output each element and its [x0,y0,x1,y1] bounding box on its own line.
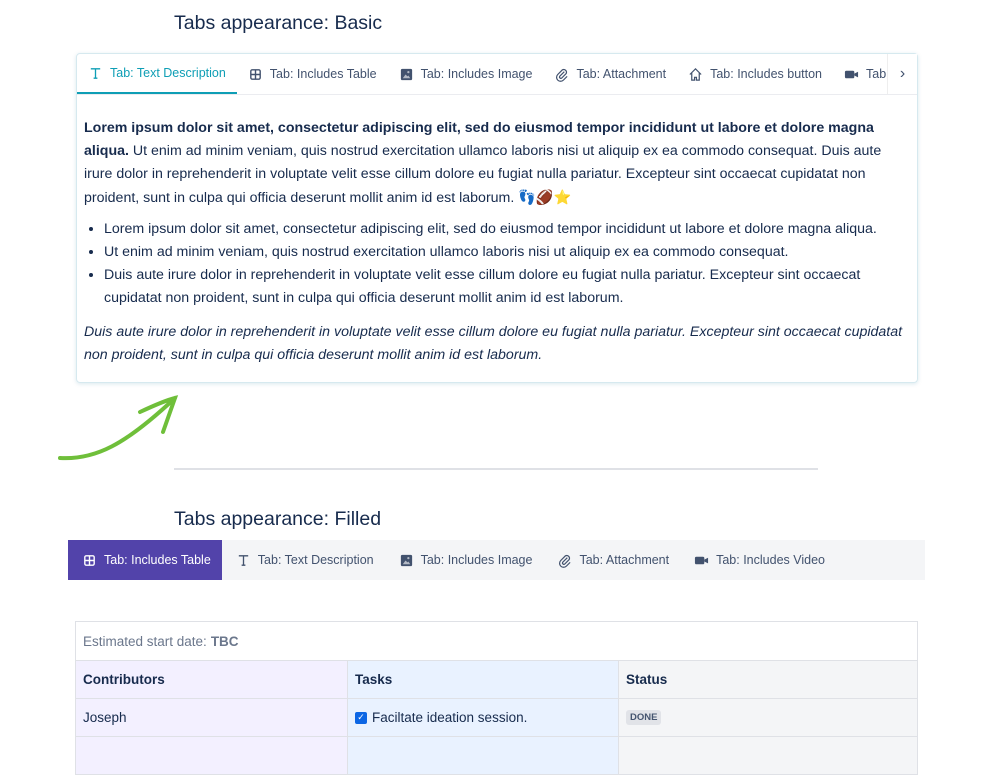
table-icon [84,554,95,566]
estimated-start-date: Estimated start date: TBC [76,622,917,660]
filled-heading: Tabs appearance: Filled [174,508,382,530]
tab-includes-image[interactable]: Tab: Includes Image [385,540,544,580]
tab-label: Tab: Includes Video [866,67,887,81]
header-cell: Contributors [76,661,348,698]
scroll-right-button[interactable]: › [887,54,917,94]
text: Ut enim ad minim veniam, quis nostrud ex… [84,143,882,206]
list-item: Lorem ipsum dolor sit amet, consectetur … [104,218,910,241]
emoji: 👣🏈⭐ [518,189,572,206]
attachment-icon [559,554,572,568]
empty-cell [348,737,619,774]
chevron-right-icon: › [899,65,906,82]
basic-heading: Tabs appearance: Basic [174,12,383,34]
bullet-list: Lorem ipsum dolor sit amet, consectetur … [104,218,910,311]
tab-attachment[interactable]: Tab: Attachment [543,54,677,94]
table-row: Joseph ✓ Faciltate ideation session. DONE [76,698,917,736]
italic-paragraph: Duis aute irure dolor in reprehenderit i… [84,323,903,363]
video-icon [695,556,709,564]
header-cell: Status [619,661,917,698]
tab-label: Tab: Text Description [257,553,374,567]
arrow-annotation [58,395,179,461]
tab-text-description[interactable]: Tab: Text Description [77,54,237,94]
home-icon [689,67,702,81]
task-cell: ✓ Faciltate ideation session. [348,699,619,736]
tab-attachment[interactable]: Tab: Attachment [543,540,680,580]
tab-label: Tab: Text Description [110,66,226,80]
tab-includes-video[interactable]: Tab: Includes Video [680,540,836,580]
task-checkbox[interactable]: ✓ [355,711,367,724]
bold-text: Lorem ipsum dolor sit amet, consectetur … [84,120,874,160]
tab-includes-video[interactable]: Tab: Includes Video [833,54,887,94]
task-text: Faciltate ideation session. [372,710,528,725]
table-icon [249,68,261,80]
tab-includes-image[interactable]: Tab: Includes Image [388,54,544,94]
image-icon [400,68,412,80]
tab-label: Tab: Includes Table [269,67,377,81]
table-header: Contributors Tasks Status [76,660,917,698]
image-icon [400,554,412,566]
status-cell: DONE [619,699,917,736]
contributor-cell: Joseph [76,699,348,736]
text-icon [90,67,101,79]
tab-label: Tab: Includes Video [716,553,825,567]
filled-tab-bar: Tab: Includes Table Tab: Text Description… [68,540,925,580]
basic-tab-bar: Tab: Text Description Tab: Includes Table… [77,54,917,95]
tab-content: Lorem ipsum dolor sit amet, consectetur … [77,95,917,367]
status-badge: DONE [626,710,662,725]
tab-includes-button[interactable]: Tab: Includes button [677,54,833,94]
list-item: Duis aute irure dolor in reprehenderit i… [104,264,910,310]
table-row [76,736,917,774]
video-icon [844,70,859,78]
divider [174,468,818,470]
basic-tabs-panel: Tab: Text Description Tab: Includes Table… [76,53,918,383]
est-label: Estimated start date: [83,633,207,649]
tab-includes-table[interactable]: Tab: Includes Table [68,540,222,580]
header-cell: Tasks [348,661,619,698]
list-item: Ut enim ad minim veniam, quis nostrud ex… [104,241,910,264]
empty-cell [76,737,348,774]
est-value: TBC [210,633,239,649]
tab-label: Tab: Includes Image [420,553,533,567]
tab-label: Tab: Attachment [579,553,670,567]
tab-label: Tab: Includes button [710,67,822,81]
empty-cell [619,737,917,774]
tab-label: Tab: Includes Image [420,67,533,81]
paragraph: Lorem ipsum dolor sit amet, consectetur … [84,117,910,210]
tab-label: Tab: Includes Table [104,553,211,567]
attachment-icon [556,68,569,82]
tab-text-description[interactable]: Tab: Text Description [222,540,385,580]
tab-label: Tab: Attachment [576,67,667,81]
basic-tab-track: Tab: Text Description Tab: Includes Table… [77,54,887,94]
text-icon [238,554,248,566]
tab-includes-table[interactable]: Tab: Includes Table [237,54,388,94]
tasks-table: Estimated start date: TBC Contributors Ta… [75,621,918,775]
